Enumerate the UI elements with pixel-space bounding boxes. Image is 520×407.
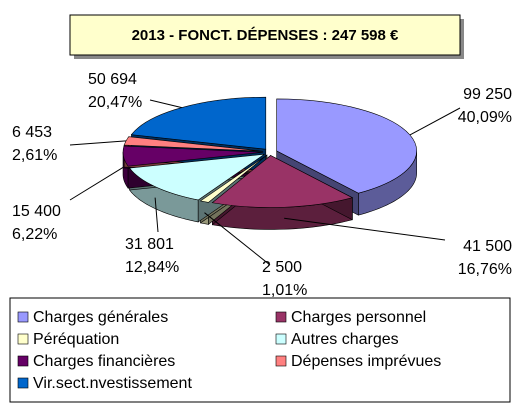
leader-line (149, 99, 182, 109)
slice (211, 155, 354, 208)
percentage-label: 1,01% (262, 282, 307, 299)
legend-label: Charges personnel (291, 309, 426, 326)
leader-line (204, 212, 271, 266)
leader-line (69, 140, 127, 146)
legend-swatch (275, 355, 287, 367)
legend-box (9, 297, 511, 403)
leader-line (69, 166, 124, 201)
legend-label: Charges générales (33, 309, 168, 326)
slice (130, 96, 267, 150)
value-label: 50 694 (88, 71, 137, 88)
legend-label: Dépenses imprévues (291, 353, 441, 370)
chart-title: 2013 - FONCT. DÉPENSES : 247 598 € (132, 27, 399, 44)
slice (122, 145, 264, 167)
value-label: 2 500 (262, 259, 302, 276)
legend-swatch (17, 355, 29, 367)
percentage-label: 16,76% (458, 261, 512, 278)
slice (276, 98, 417, 194)
slice (199, 154, 268, 203)
title-box (69, 14, 461, 56)
legend-label: Charges financières (33, 353, 175, 370)
value-label: 15 400 (12, 203, 61, 220)
value-label: 6 453 (12, 124, 52, 141)
value-label: 99 250 (463, 86, 512, 103)
percentage-label: 40,09% (458, 109, 512, 126)
legend-swatch (275, 333, 287, 345)
legend-swatch (275, 311, 287, 323)
legend-label: Autres charges (291, 331, 399, 348)
value-label: 31 801 (125, 236, 174, 253)
percentage-label: 20,47% (88, 94, 142, 111)
legend-swatch (17, 377, 29, 389)
percentage-label: 6,22% (12, 226, 57, 243)
legend-swatch (17, 333, 29, 345)
slice (129, 153, 265, 201)
leader-line (284, 217, 446, 241)
legend-label: Péréquation (33, 331, 119, 348)
legend-label: Vir.sect.nvestissement (33, 375, 192, 392)
leader-line (409, 107, 461, 136)
slice (123, 136, 264, 152)
percentage-label: 2,61% (12, 147, 57, 164)
leader-line (154, 197, 159, 233)
value-label: 41 500 (463, 238, 512, 255)
legend-swatch (17, 311, 29, 323)
percentage-label: 12,84% (125, 259, 179, 276)
